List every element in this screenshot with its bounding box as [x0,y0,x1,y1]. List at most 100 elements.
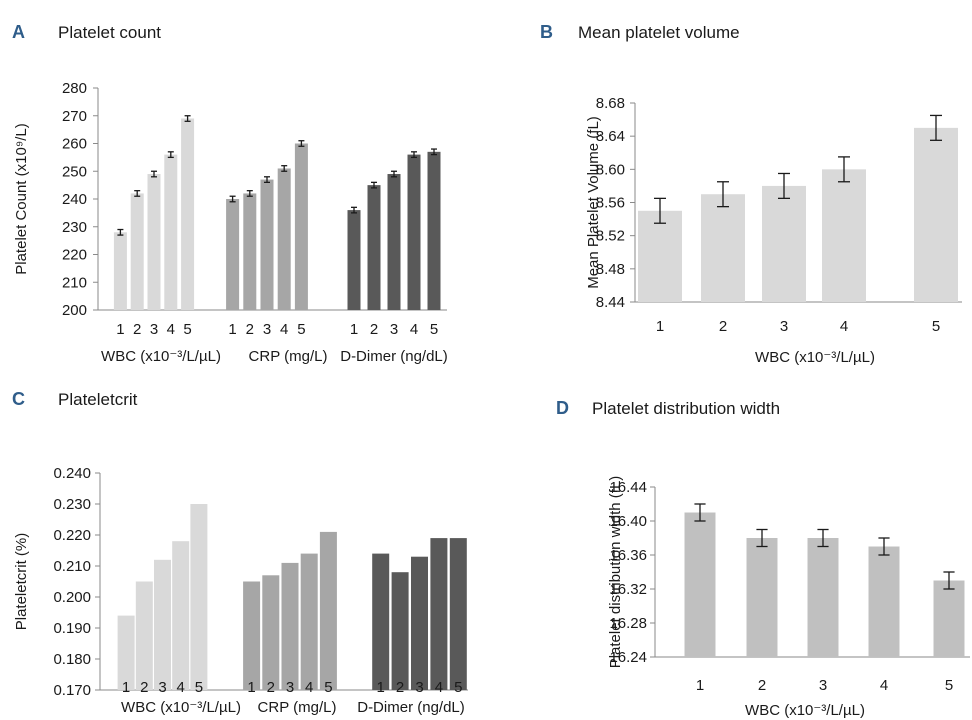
panel-title: Mean platelet volume [578,23,740,42]
bar [347,210,361,310]
x-tick-label: 4 [305,679,313,696]
panel-title: Plateletcrit [58,390,138,409]
bar [638,210,682,302]
x-tick-label: 1 [350,321,358,338]
x-tick-label: 3 [819,677,827,694]
x-tick-label: 3 [263,321,271,338]
y-tick-label: 16.28 [609,615,647,632]
y-axis-label: Platelet distribution width (fL) [607,476,624,669]
x-tick-label: 3 [150,321,158,338]
x-tick-label: 5 [183,321,191,338]
bar [807,538,839,657]
panel-letter: D [556,398,569,418]
bar [172,541,190,690]
bar [300,553,318,690]
y-tick-label: 0.190 [53,620,91,637]
x-tick-label: 5 [195,679,203,696]
x-tick-label: 5 [430,321,438,338]
x-tick-label: 2 [246,321,254,338]
panel-platelet-distribution-width: D Platelet distribution width 16.24 16.28… [556,398,970,719]
bar [319,531,337,690]
x-tick-label: 1 [247,679,255,696]
y-tick-label: 16.32 [609,581,647,598]
y-tick-label: 16.36 [609,547,647,564]
y-tick-label: 230 [62,219,87,236]
bar [868,546,900,657]
y-axis-label: Mean Platelet Volume (fL) [585,116,602,289]
x-tick-label: 2 [133,321,141,338]
x-tick-label: 5 [324,679,332,696]
bar [243,581,261,690]
x-tick-label: 4 [280,321,288,338]
x-tick-label: 2 [140,679,148,696]
bar [933,580,965,657]
x-tick-label: 4 [435,679,443,696]
panel-mean-platelet-volume: B Mean platelet volume 8.44 8.48 8.52 8.56 8… [540,22,962,366]
bar [243,193,257,310]
bar [387,174,401,310]
bar [117,615,135,690]
y-tick-label: 8.68 [596,95,625,112]
x-tick-label: 1 [122,679,130,696]
y-tick-label: 210 [62,274,87,291]
bar [154,559,171,690]
panel-letter: B [540,22,553,42]
y-tick-label: 270 [62,108,87,125]
x-tick-label: 4 [880,677,888,694]
x-axis-label: WBC (x10⁻³/L/µL) [755,349,875,366]
panel-title: Platelet count [58,23,161,42]
x-tick-label: 3 [390,321,398,338]
x-tick-label: 3 [286,679,294,696]
y-tick-label: 0.210 [53,558,91,575]
bar [684,512,716,657]
y-tick-label: 0.180 [53,651,91,668]
y-tick-label: 220 [62,247,87,264]
y-axis-label: Platelet Count (x10⁹/L) [13,123,30,275]
bar [407,154,421,310]
y-tick-label: 8.44 [596,294,625,311]
y-tick-label: 16.44 [609,479,647,496]
panel-title: Platelet distribution width [592,399,780,418]
x-tick-label: 5 [297,321,305,338]
x-tick-label: 3 [780,318,788,335]
bar [262,575,280,690]
group-label: WBC (x10⁻³/L/µL) [121,699,241,716]
y-tick-label: 260 [62,136,87,153]
y-tick-label: 8.60 [596,161,625,178]
bar [130,193,144,310]
y-tick-label: 200 [62,302,87,319]
x-tick-label: 4 [410,321,418,338]
group-label: D-Dimer (ng/dL) [340,348,448,365]
bar [260,179,274,310]
bar [113,232,127,310]
x-tick-label: 2 [267,679,275,696]
y-tick-label: 16.24 [609,649,647,666]
bar [277,168,291,310]
x-tick-label: 1 [377,679,385,696]
bar [294,143,308,310]
bar [746,538,778,657]
group-label: CRP (mg/L) [258,699,337,716]
x-tick-label: 2 [719,318,727,335]
bar [135,581,153,690]
bar [281,562,299,690]
y-tick-label: 0.170 [53,682,91,699]
y-tick-label: 240 [62,191,87,208]
bar [226,199,240,310]
y-axis-label: Plateletcrit (%) [13,533,30,631]
x-tick-label: 4 [167,321,175,338]
y-tick-label: 0.230 [53,496,91,513]
bar [430,538,448,690]
bar [411,556,428,690]
y-tick-label: 8.64 [596,128,625,145]
group-label: WBC (x10⁻³/L/µL) [101,348,221,365]
x-tick-label: 4 [177,679,185,696]
bar [164,154,178,310]
bar [822,169,866,302]
x-tick-label: 1 [656,318,664,335]
x-axis-label: WBC (x10⁻³/L/µL) [745,702,865,719]
bar [367,185,381,310]
x-tick-label: 3 [415,679,423,696]
bar [762,185,806,302]
panel-letter: A [12,22,25,42]
